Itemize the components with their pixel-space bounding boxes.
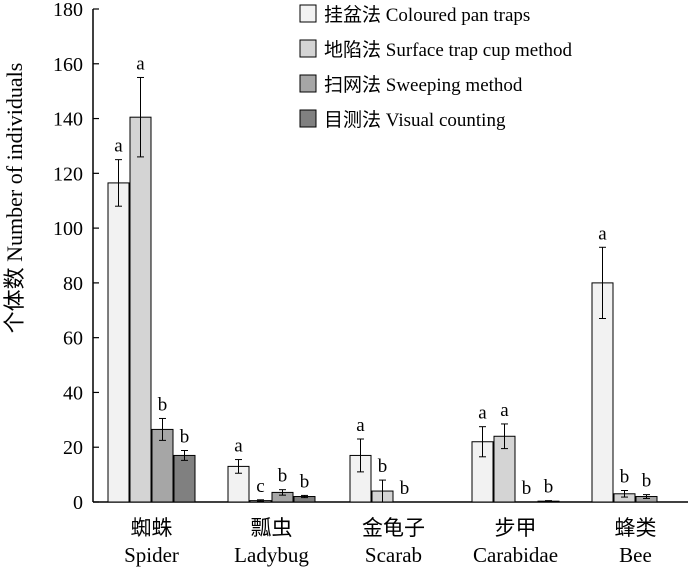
significance-letter: b (278, 466, 288, 487)
y-tick-label: 20 (63, 437, 83, 459)
y-tick-label: 160 (53, 54, 83, 76)
significance-letter: b (522, 478, 532, 499)
category-label-zh: 金龟子 (362, 516, 425, 540)
legend-swatch (299, 39, 317, 58)
significance-letter: a (598, 223, 607, 244)
significance-letter: a (478, 403, 487, 424)
category-label-en: Scarab (365, 543, 422, 567)
y-tick-label: 80 (63, 273, 83, 295)
y-tick-label: 120 (53, 163, 83, 185)
legend: 挂盆法 Coloured pan traps 地陷法 Surface trap c… (299, 4, 572, 131)
category-label-en: Bee (619, 543, 652, 567)
category-label-zh: 瓢虫 (251, 516, 293, 540)
y-tick-label: 0 (73, 492, 83, 514)
y-tick-label: 140 (53, 109, 83, 131)
legend-label: 目测法 Visual counting (324, 109, 506, 131)
legend-swatch (299, 74, 317, 93)
bar (173, 454, 196, 503)
significance-letter: b (400, 478, 410, 499)
y-tick-label: 180 (53, 0, 83, 21)
y-axis-label: 个体数 Number of individuals (2, 63, 27, 334)
significance-letter: c (256, 476, 264, 497)
legend-swatch (299, 109, 317, 128)
significance-letter: a (500, 400, 509, 421)
significance-letter: a (114, 136, 123, 157)
category-label-en: Carabidae (473, 543, 558, 567)
significance-letter: a (356, 415, 365, 436)
y-tick-label: 100 (53, 218, 83, 240)
significance-letter: b (620, 466, 630, 487)
category-label-zh: 蜘蛛 (131, 516, 173, 540)
category-label-en: Spider (124, 543, 179, 567)
significance-letter: b (544, 477, 554, 498)
y-tick-label: 60 (63, 328, 83, 350)
significance-letter: b (158, 394, 168, 415)
y-tick-label: 40 (63, 382, 83, 404)
legend-label: 地陷法 Surface trap cup method (324, 39, 572, 61)
significance-letter: b (642, 471, 652, 492)
significance-letter: b (300, 471, 310, 492)
bar (107, 182, 130, 503)
significance-letter: b (180, 427, 190, 448)
category-label-zh: 蜂类 (615, 516, 657, 540)
legend-label: 挂盆法 Coloured pan traps (324, 4, 530, 26)
legend-label: 扫网法 Sweeping method (324, 74, 523, 96)
legend-swatch (299, 4, 317, 23)
significance-letter: b (378, 456, 388, 477)
category-label-zh: 步甲 (495, 516, 537, 540)
category-label-en: Ladybug (234, 543, 309, 567)
significance-letter: a (234, 436, 243, 457)
significance-letter: a (136, 53, 145, 74)
bar (129, 116, 152, 503)
